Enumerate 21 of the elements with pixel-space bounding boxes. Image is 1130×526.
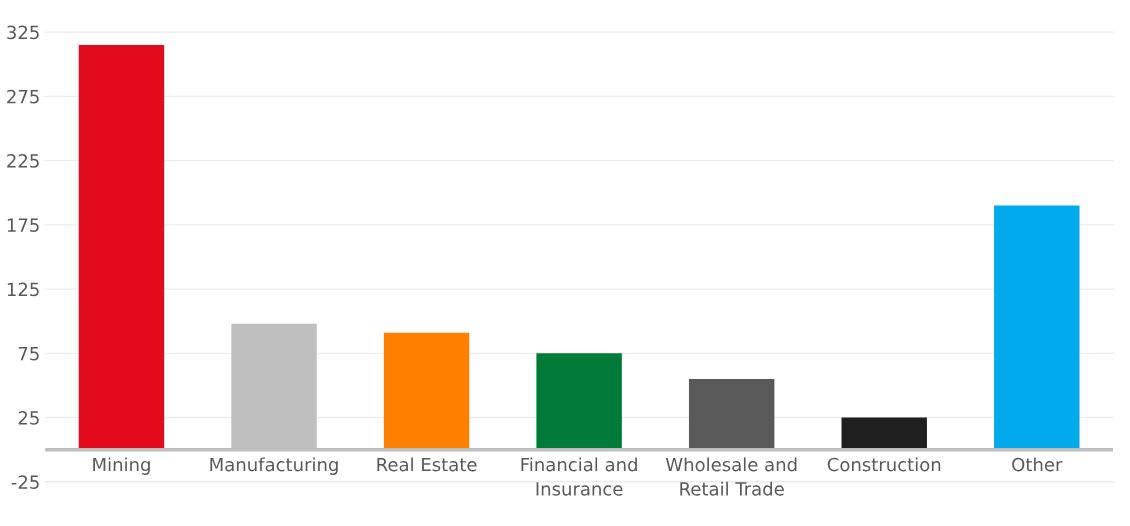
y-tick-label: 225: [7, 154, 39, 168]
bar: [78, 44, 165, 450]
y-tick-label: 175: [7, 218, 39, 232]
bar: [383, 332, 470, 450]
x-tick-label: Financial and Insurance: [521, 457, 637, 496]
y-tick-label: 75: [18, 347, 39, 361]
y-tick-label: -25: [11, 475, 39, 489]
bar: [688, 379, 775, 450]
bar: [841, 417, 927, 450]
x-tick-label: Real Estate: [377, 457, 477, 472]
y-tick-label: 325: [7, 25, 39, 40]
x-tick-label: Wholesale and Retail Trade: [665, 457, 797, 496]
y-tick-label: 25: [18, 411, 39, 425]
y-tick-label: 125: [7, 282, 39, 297]
bar: [536, 353, 622, 450]
x-tick-label: Mining: [93, 457, 150, 475]
x-tick-label: Other: [1012, 457, 1063, 472]
x-tick-label: Construction: [827, 457, 941, 472]
bar: [994, 205, 1080, 450]
x-tick-label: Manufacturing: [210, 457, 338, 475]
y-tick-label: 275: [7, 89, 39, 104]
